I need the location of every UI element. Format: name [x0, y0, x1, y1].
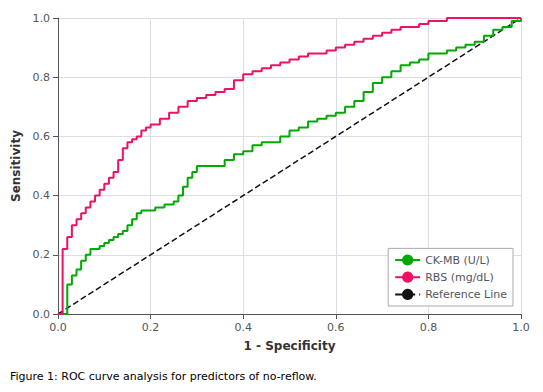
- svg-text:0.0: 0.0: [33, 308, 51, 321]
- svg-text:0.6: 0.6: [327, 321, 345, 334]
- svg-text:Sensitivity: Sensitivity: [9, 130, 23, 202]
- svg-text:CK-MB (U/L): CK-MB (U/L): [425, 254, 490, 267]
- svg-text:0.4: 0.4: [33, 189, 51, 202]
- svg-text:1 - Specificity: 1 - Specificity: [244, 339, 336, 353]
- svg-text:0.6: 0.6: [33, 130, 51, 143]
- svg-text:0.2: 0.2: [33, 248, 51, 261]
- svg-text:0.2: 0.2: [142, 321, 160, 334]
- svg-text:0.8: 0.8: [420, 321, 438, 334]
- svg-text:Reference Line: Reference Line: [425, 288, 507, 301]
- svg-text:1.0: 1.0: [33, 12, 51, 25]
- svg-text:RBS (mg/dL): RBS (mg/dL): [425, 271, 494, 284]
- svg-text:0.8: 0.8: [33, 71, 51, 84]
- svg-text:0.0: 0.0: [49, 321, 67, 334]
- svg-text:1.0: 1.0: [512, 321, 530, 334]
- svg-text:Figure 1: ROC curve analysis f: Figure 1: ROC curve analysis for predict…: [10, 370, 317, 383]
- svg-text:0.4: 0.4: [234, 321, 252, 334]
